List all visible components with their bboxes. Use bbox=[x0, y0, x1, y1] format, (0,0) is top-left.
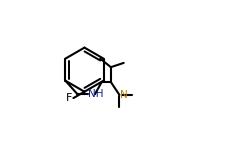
Text: N: N bbox=[120, 90, 128, 100]
Text: F: F bbox=[66, 93, 72, 103]
Text: NH: NH bbox=[88, 89, 104, 99]
